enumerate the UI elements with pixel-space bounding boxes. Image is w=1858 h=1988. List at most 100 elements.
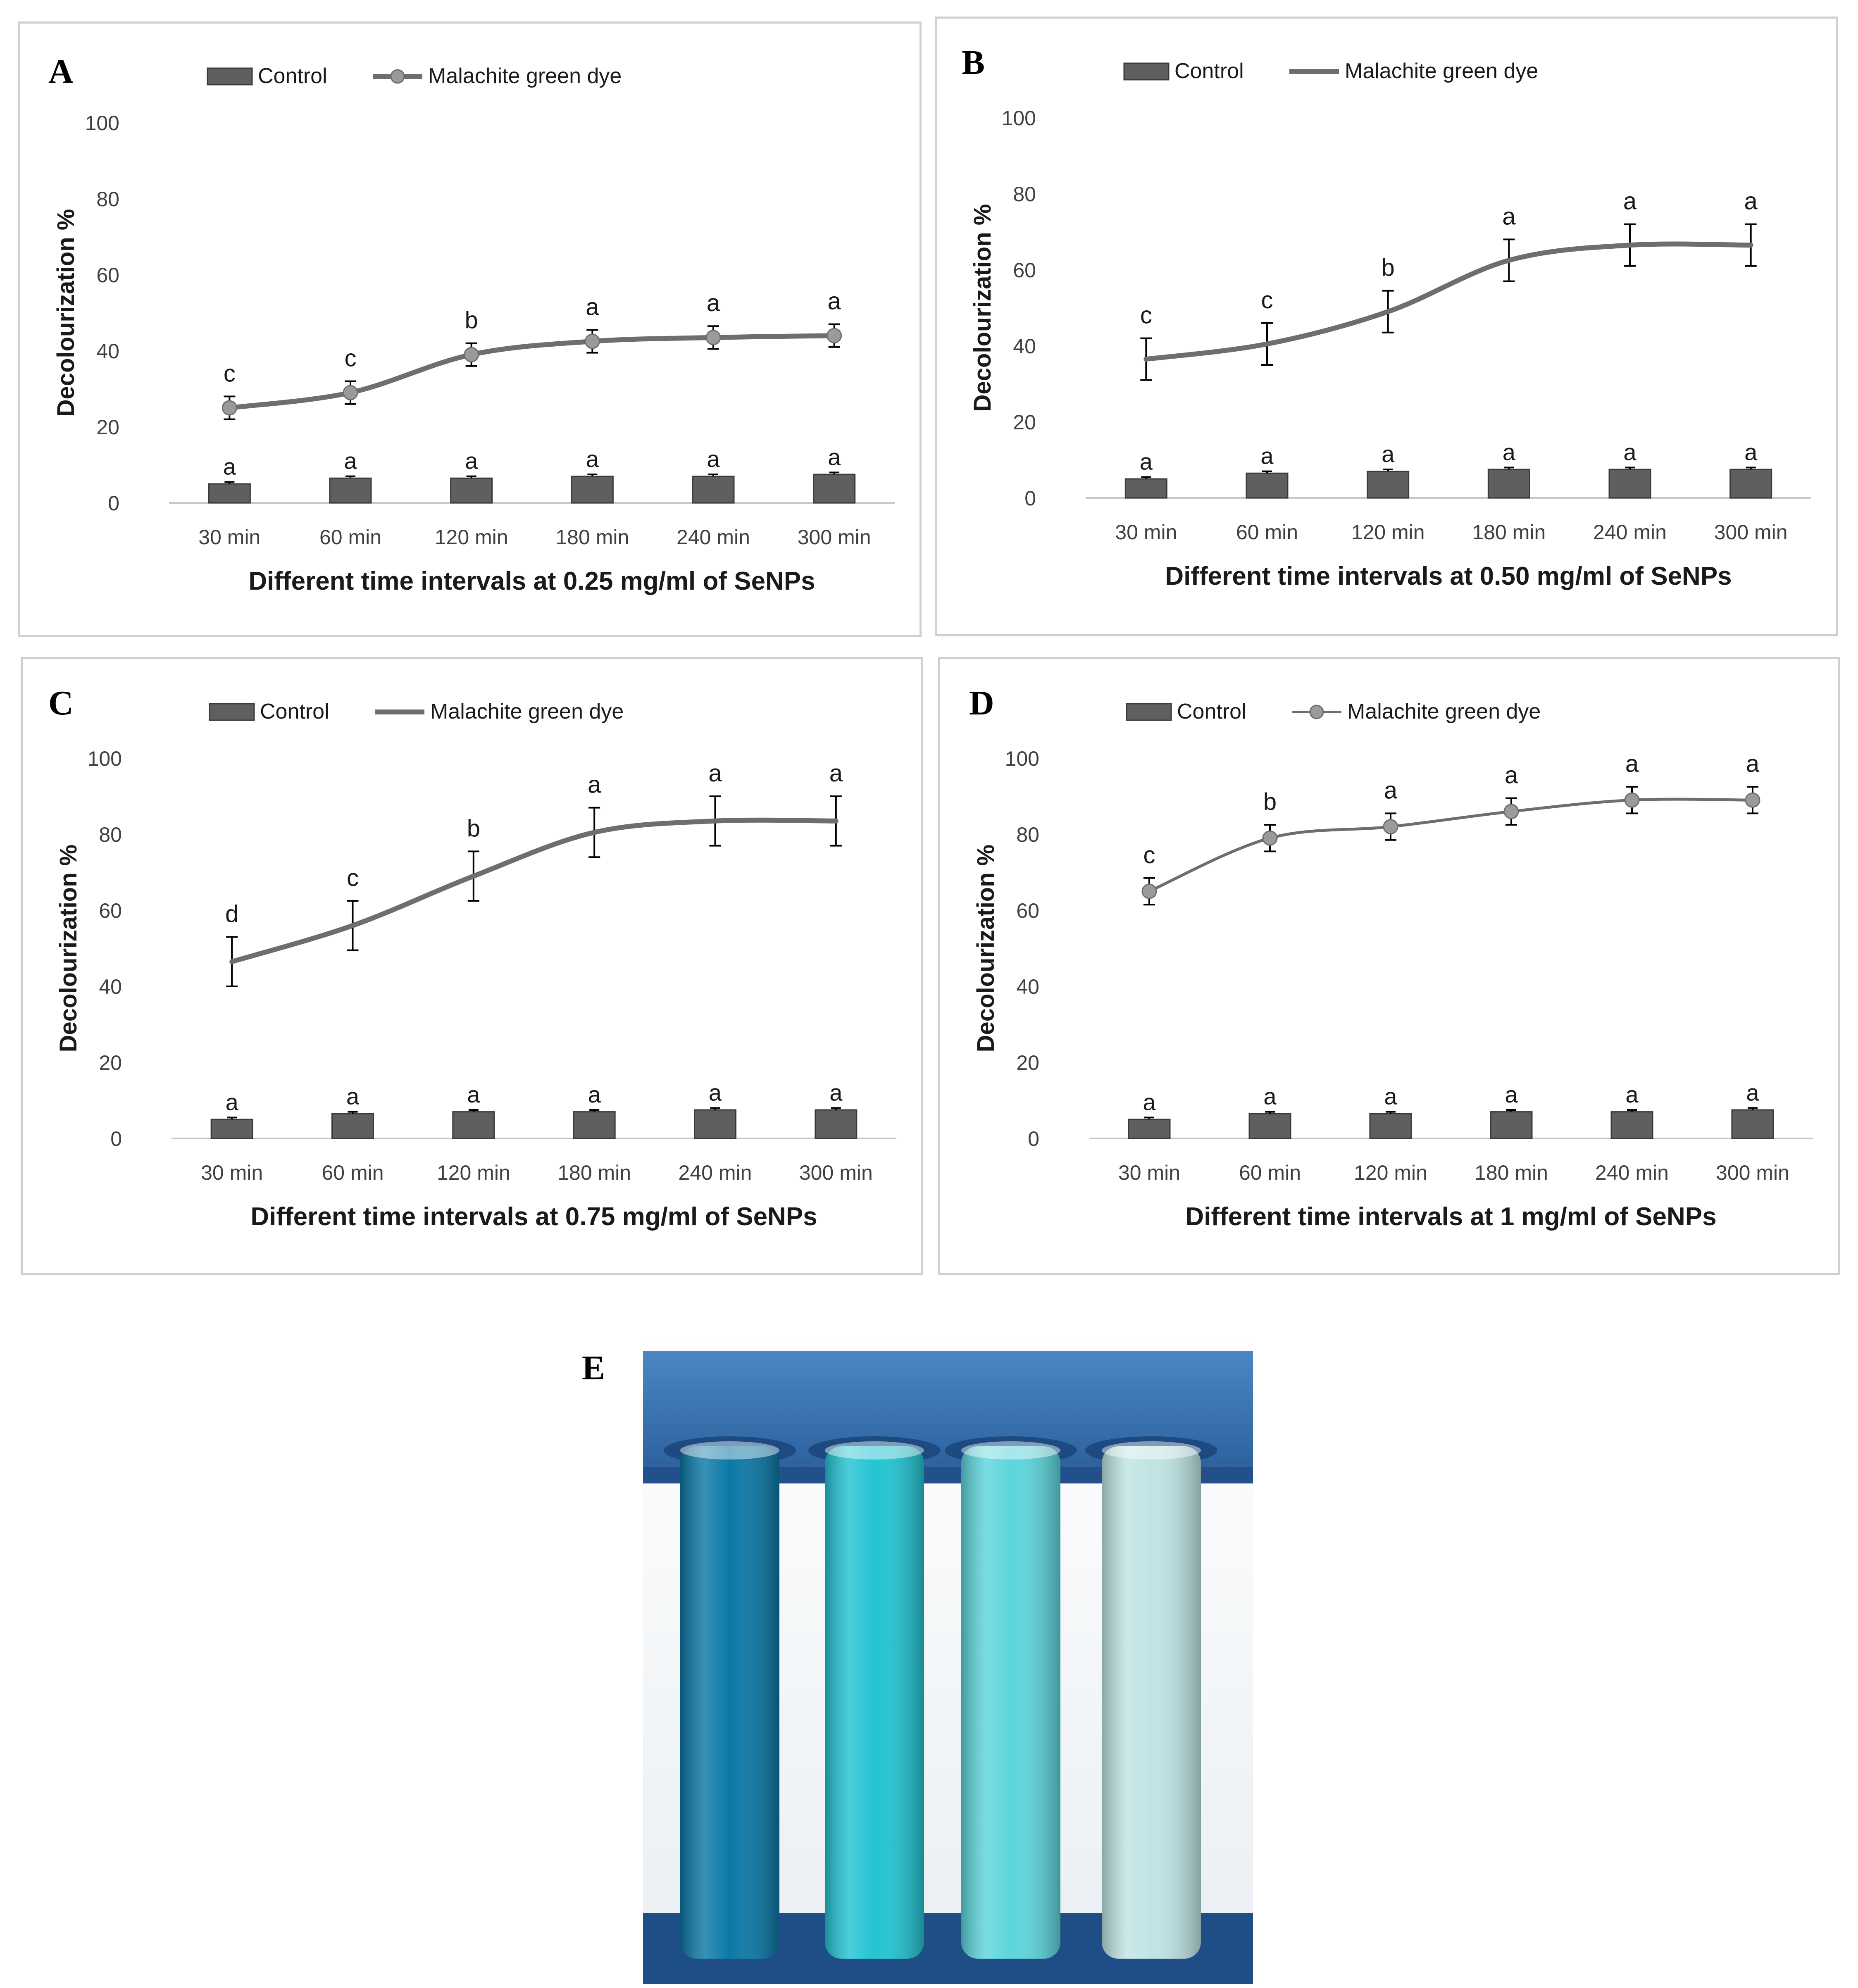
legend-control-swatch [1126,703,1172,721]
test-tube-photo [643,1326,1253,1984]
control-sig-letter: a [828,444,841,470]
control-sig-letter: a [1143,1089,1156,1115]
control-bar [1369,1113,1412,1139]
panel-b: B Control Malachite green dye 0 20 40 60 80 100… [935,17,1838,636]
control-bar [450,477,493,504]
tube-rim [961,1441,1060,1459]
y-tick-label: 80 [96,188,119,211]
dye-sig-letter: a [829,760,843,787]
x-tick-label: 180 min [555,526,629,549]
legend-control-label: Control [260,700,329,724]
x-tick-label: 240 min [1593,521,1667,544]
legend-control-swatch [1123,62,1170,81]
control-bar [571,476,614,504]
dye-sig-letter: a [828,288,841,315]
control-sig-letter: a [344,448,357,474]
control-bar [692,476,735,504]
control-sig-letter: a [1505,1081,1518,1107]
dye-sig-letter: c [345,345,357,372]
panel-letter-b: B [962,43,985,82]
x-tick-label: 60 min [319,526,381,549]
legend-control-label: Control [1177,700,1246,724]
legend-control-swatch [209,703,255,721]
dye-point [827,328,842,343]
y-tick-label: 0 [1024,487,1036,510]
x-tick-label: 60 min [322,1161,384,1184]
legend-dye-marker [390,69,405,84]
dye-sig-letter: a [1625,750,1639,777]
y-tick-label: 40 [99,975,122,998]
control-bar [1729,469,1772,499]
control-bar [208,483,251,504]
control-sig-letter: a [1744,439,1758,465]
y-tick-label: 60 [96,264,119,287]
dye-sig-letter: a [1505,762,1518,789]
control-bar [694,1109,736,1139]
control-bar [573,1111,616,1139]
control-bar [1487,469,1530,499]
control-bar [1128,1119,1171,1139]
y-tick-label: 60 [99,899,122,922]
x-tick-label: 30 min [198,526,260,549]
x-tick-label: 60 min [1239,1161,1301,1184]
panel-letter-c: C [48,684,74,722]
legend-dye-label: Malachite green dye [1345,59,1538,83]
control-sig-letter: a [1384,1083,1397,1109]
y-tick-label: 20 [1013,411,1036,434]
x-tick-label: 300 min [798,526,871,549]
chart-b: Control Malachite green dye 0 20 40 60 80 100 De… [969,59,1811,590]
dye-sig-letter: a [708,760,722,787]
chart-a: Control Malachite green dye 0 20 40 60 80 100 De… [52,64,895,595]
x-tick-label: 120 min [435,526,508,549]
x-axis-label: Different time intervals at 0.25 mg/ml o… [248,567,815,595]
y-tick-label: 100 [88,747,122,770]
dye-sig-letter: a [586,293,599,320]
tube-glass-shading [961,1446,1060,1959]
dye-sig-letter: b [465,307,478,334]
legend-control-swatch [207,67,253,86]
y-axis-label: Decolourization % [52,209,79,417]
dye-sig-letter: a [1502,203,1516,230]
legend-dye-label: Malachite green dye [428,64,622,88]
control-bar [1490,1111,1533,1139]
y-tick-label: 0 [108,492,119,515]
legend: Control Malachite green dye [207,64,622,88]
x-tick-label: 240 min [679,1161,752,1184]
control-sig-letter: a [829,1079,843,1105]
y-tick-label: 80 [1016,823,1039,846]
dye-point [705,330,721,345]
legend-dye-label: Malachite green dye [1347,700,1541,724]
dye-sig-letter: c [224,360,236,387]
panel-letter-d: D [969,684,994,722]
dye-sig-letter: d [225,900,238,927]
y-tick-label: 20 [96,416,119,439]
y-tick-label: 40 [1013,335,1036,358]
control-bar [1248,1113,1291,1139]
control-sig-letter: a [226,1089,239,1115]
dye-sig-letter: b [1382,255,1395,281]
dye-point [1141,883,1157,899]
control-sig-letter: a [346,1083,360,1109]
dye-point [1383,819,1398,835]
x-tick-label: 120 min [1354,1161,1427,1184]
legend-control-label: Control [258,64,327,88]
control-bar [1610,1111,1653,1139]
x-tick-label: 180 min [557,1161,631,1184]
x-tick-label: 240 min [677,526,750,549]
control-sig-letter: a [1746,1079,1759,1105]
x-tick-label: 240 min [1595,1161,1669,1184]
x-tick-label: 30 min [201,1161,263,1184]
tube-glass-shading [1102,1446,1201,1959]
dye-sig-letter: a [1384,777,1398,804]
x-tick-label: 30 min [1118,1161,1180,1184]
control-sig-letter: a [1382,441,1395,467]
y-axis-label: Decolourization % [969,204,996,412]
panel-c: C Control Malachite green dye 0 20 40 60 80 100… [21,657,923,1275]
control-bar [1246,472,1289,499]
control-sig-letter: a [1503,439,1516,465]
y-tick-label: 0 [110,1127,122,1150]
x-tick-label: 300 min [1716,1161,1789,1184]
control-bar [329,477,372,504]
dye-point [1624,792,1640,808]
x-axis-label: Different time intervals at 0.75 mg/ml o… [250,1202,817,1231]
